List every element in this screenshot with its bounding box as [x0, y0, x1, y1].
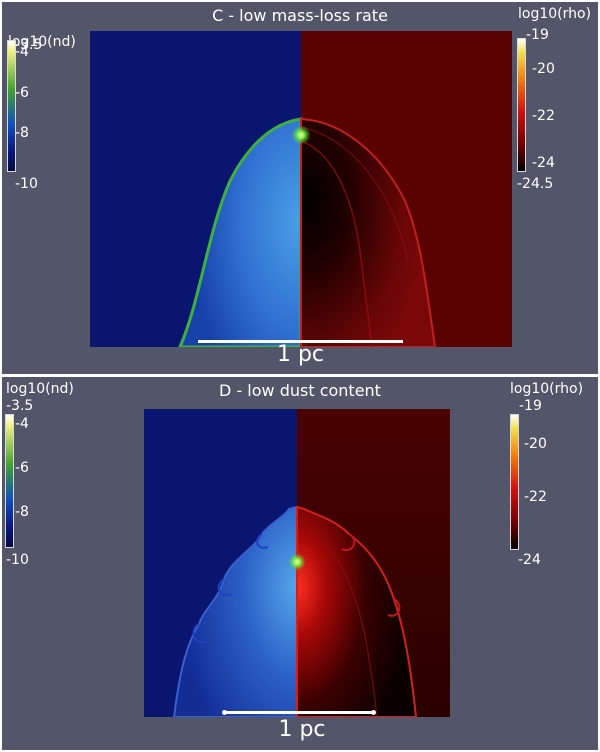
panel-c-scale-label: 1 pc [276, 342, 325, 367]
panel-c-right-tick-0: -19 [526, 27, 549, 43]
panel-d-right-tick-2: -22 [524, 489, 547, 505]
panel-d: D - low dust content log10(nd) -3.5 -4 -… [2, 377, 598, 750]
panel-d-left-tick-4: -10 [6, 552, 29, 568]
panel-d-right-tick-3: -24 [518, 552, 541, 568]
panel-d-bow-shock-right [296, 505, 418, 717]
panel-d-right-tick-0: -19 [519, 398, 542, 414]
panel-c-right-tick-2: -22 [532, 108, 555, 124]
panel-c-bow-shock-right [300, 117, 437, 347]
panel-c-left-tick-4: -10 [15, 176, 38, 192]
panel-d-image [144, 409, 450, 717]
panel-d-scale-bar [224, 711, 374, 714]
panel-c-left-colorbar-label: log10(nd) [8, 34, 76, 50]
panel-c: C - low mass-loss rate log10(nd) -3.5 -4… [2, 2, 598, 374]
panel-d-title: D - low dust content [219, 381, 381, 400]
panel-c-star [291, 125, 311, 145]
panel-c-right-tick-4: -24.5 [517, 176, 554, 192]
panel-d-right-colorbar-label: log10(rho) [510, 381, 584, 397]
panel-c-left-tick-1: -4 [15, 44, 29, 60]
panel-d-left-tick-3: -8 [15, 504, 29, 520]
panel-d-star [288, 553, 306, 571]
panel-d-left-tick-1: -4 [15, 416, 29, 432]
panel-d-right-colorbar [510, 414, 519, 550]
panel-c-image [90, 31, 512, 347]
panel-c-left-tick-2: -6 [15, 85, 29, 101]
panel-d-left-tick-2: -6 [15, 460, 29, 476]
panel-c-title: C - low mass-loss rate [212, 6, 388, 25]
panel-d-scale-bar-right-end [371, 710, 376, 715]
panel-d-scale-label: 1 pc [278, 717, 326, 742]
panel-c-left-tick-0: -3.5 [15, 37, 43, 53]
panel-c-right-colorbar-label: log10(rho) [518, 6, 592, 22]
panel-c-bow-shock-left [178, 117, 303, 347]
panel-c-right-tick-3: -24 [532, 155, 555, 171]
panel-d-bow-shock-left [172, 505, 298, 717]
panel-d-left-tick-0: -3.5 [6, 398, 34, 414]
panel-d-left-colorbar [5, 414, 14, 548]
panel-c-left-tick-3: -8 [15, 125, 29, 141]
panel-c-right-colorbar [517, 38, 526, 172]
panel-c-scale-bar [198, 340, 403, 343]
panel-d-scale-bar-left-end [222, 710, 227, 715]
panel-c-left-colorbar [7, 40, 16, 172]
panel-d-left-colorbar-label: log10(nd) [6, 381, 74, 397]
panel-d-right-tick-1: -20 [524, 436, 547, 452]
panel-c-right-tick-1: -20 [532, 61, 555, 77]
